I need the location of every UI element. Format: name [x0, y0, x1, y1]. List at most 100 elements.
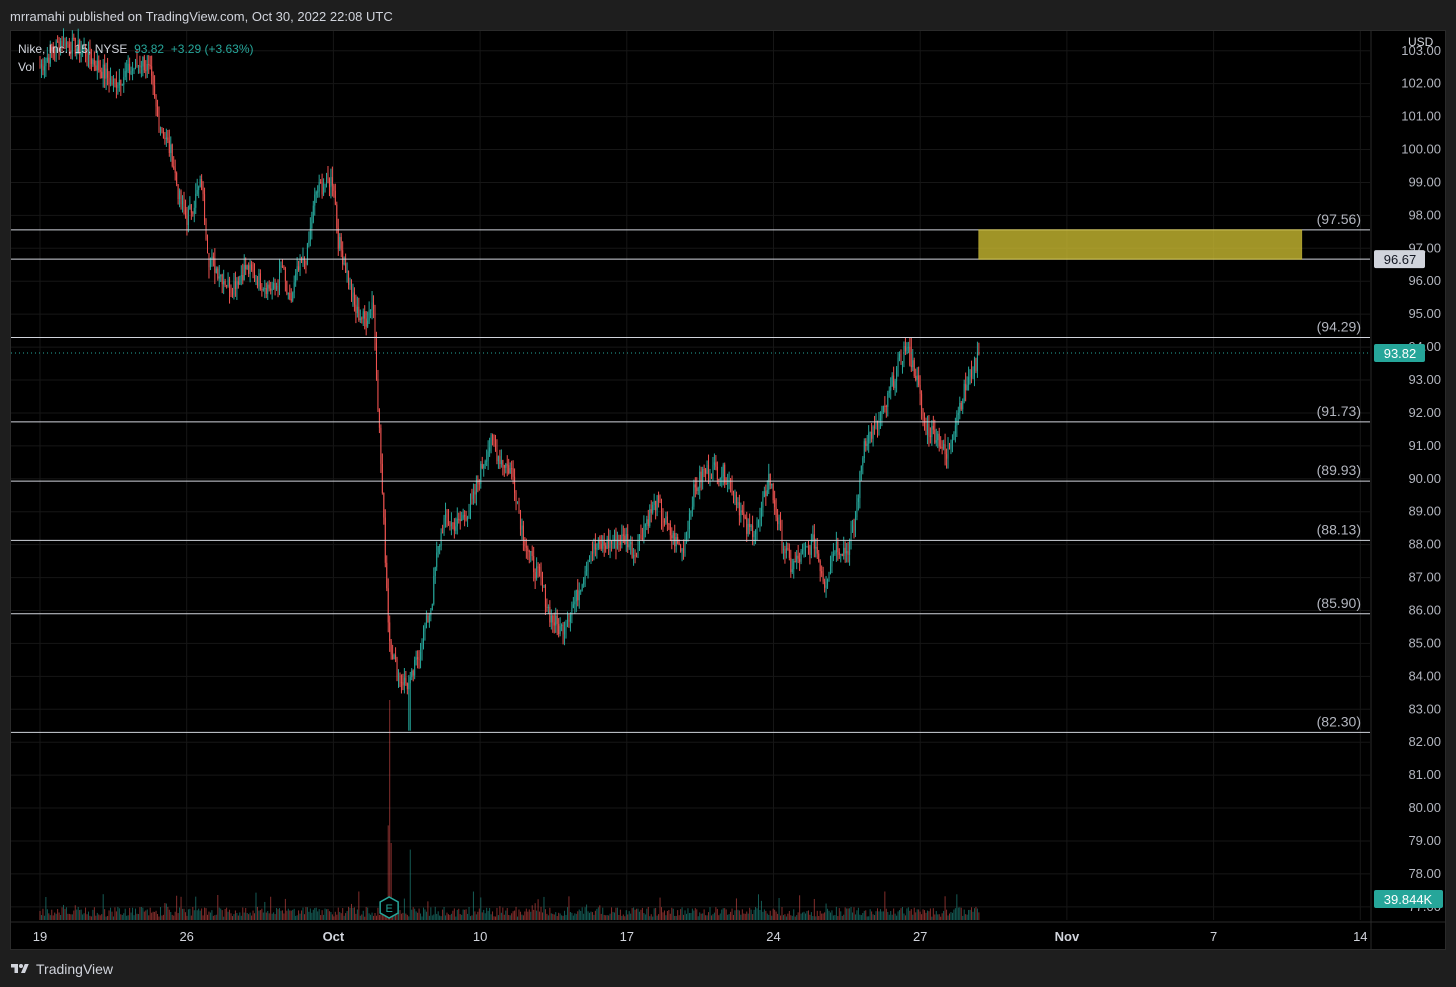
volume-bar	[270, 896, 272, 920]
candle-body	[349, 282, 351, 285]
target-zone-rectangle[interactable]	[978, 229, 1303, 260]
volume-bar	[277, 909, 279, 920]
volume-bar	[708, 912, 710, 920]
volume-bar	[162, 914, 164, 920]
candle-body	[615, 535, 617, 549]
volume-bar	[486, 907, 488, 920]
symbol-label[interactable]: Nike, Inc., 15, NYSE	[18, 42, 128, 56]
volume-bar	[813, 898, 815, 920]
volume-bar	[721, 909, 723, 920]
volume-bar	[145, 910, 147, 920]
volume-bar	[668, 909, 670, 920]
volume-bar	[375, 915, 377, 920]
volume-bar	[525, 908, 527, 920]
candle-body	[643, 526, 645, 540]
candle-body	[680, 544, 682, 552]
volume-bar	[794, 916, 796, 920]
volume-bar	[552, 913, 554, 920]
candle-body	[675, 536, 677, 547]
volume-bar	[896, 915, 898, 920]
volume-bar	[231, 916, 233, 920]
candle-body	[771, 484, 773, 486]
candle-body	[638, 535, 640, 545]
candle-body	[669, 523, 671, 536]
volume-bar	[221, 910, 223, 920]
candle-body	[655, 500, 657, 511]
volume-bar	[331, 914, 333, 920]
volume-bar	[878, 911, 880, 920]
volume-bar	[903, 913, 905, 920]
volume-bar	[951, 912, 953, 920]
volume-bar	[875, 911, 877, 920]
volume-bar	[957, 907, 959, 920]
volume-bar	[192, 906, 194, 920]
volume-bar	[647, 906, 649, 920]
volume-bar	[574, 913, 576, 920]
candle-body	[591, 552, 593, 554]
candle-body	[793, 561, 795, 570]
candle-body	[885, 405, 887, 407]
volume-bar	[725, 909, 727, 920]
volume-bar	[825, 903, 827, 920]
volume-bar	[854, 914, 856, 920]
volume-bar	[140, 906, 142, 920]
volume-bar	[380, 910, 382, 920]
volume-bar	[45, 896, 47, 920]
volume-bar	[859, 914, 861, 920]
candle-body	[364, 311, 366, 319]
volume-bar	[458, 908, 460, 920]
candle-body	[722, 464, 724, 477]
volume-bar	[245, 907, 247, 920]
candle-body	[743, 512, 745, 518]
volume-bar	[411, 909, 413, 920]
candle-body	[405, 677, 407, 684]
volume-bar	[402, 912, 404, 920]
volume-bar	[151, 912, 153, 920]
volume-bar	[96, 912, 98, 920]
candle-body	[621, 534, 623, 545]
volume-bar	[345, 913, 347, 920]
volume-bar	[406, 914, 408, 920]
volume-bar	[778, 898, 780, 920]
volume-bar	[608, 915, 610, 920]
volume-indicator-label[interactable]: Vol	[18, 60, 35, 74]
candle-body	[882, 405, 884, 413]
volume-bar	[912, 914, 914, 920]
candle-body	[741, 510, 743, 513]
candle-body	[348, 270, 350, 285]
candle-body	[922, 408, 924, 417]
candle-body	[580, 590, 582, 592]
volume-bar	[328, 911, 330, 920]
volume-bar	[396, 911, 398, 920]
volume-bar	[586, 904, 588, 920]
volume-bar	[615, 907, 617, 920]
candle-body	[370, 309, 372, 311]
volume-bar	[206, 914, 208, 920]
volume-bar	[738, 910, 740, 920]
candle-body	[593, 543, 595, 554]
volume-bar	[51, 909, 53, 920]
candle-body	[909, 346, 911, 366]
candle-body	[302, 256, 304, 263]
y-tick-label: 89.00	[1408, 504, 1441, 519]
volume-bar	[346, 911, 348, 920]
candle-body	[51, 47, 53, 51]
volume-bar	[71, 914, 73, 920]
volume-bar	[822, 913, 824, 920]
candle-body	[965, 383, 967, 391]
candle-body	[572, 604, 574, 608]
volume-bar	[812, 916, 814, 920]
candle-body	[733, 494, 735, 496]
candle-body	[65, 42, 67, 49]
volume-bar	[734, 910, 736, 920]
volume-bar	[233, 914, 235, 920]
volume-bar	[603, 914, 605, 920]
candle-body	[421, 647, 423, 652]
candle-body	[522, 525, 524, 541]
volume-bar	[54, 912, 56, 920]
volume-bar	[781, 907, 783, 920]
earnings-icon[interactable]	[379, 896, 399, 919]
y-tick-label: 86.00	[1408, 602, 1441, 617]
candle-body	[240, 275, 242, 277]
